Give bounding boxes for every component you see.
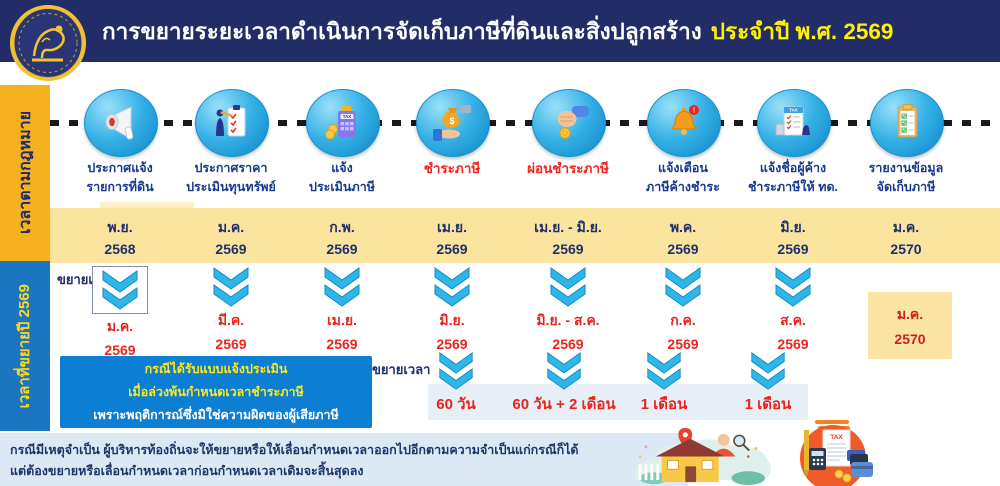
tax-report-icon	[897, 104, 918, 138]
step-label-7: แจ้งชื่อผู้ค้าง ชำระภาษีให้ ทด.	[747, 161, 839, 195]
footer-line-2: แต่ต้องขยายหรือเลื่อนกำหนดเวลาก่อนกำหนดเ…	[10, 464, 364, 479]
svg-text:$: $	[449, 116, 454, 126]
chevron-down-icon	[439, 351, 473, 390]
step-circle-2	[195, 89, 269, 157]
installment-payment-icon	[557, 106, 589, 139]
extend-time-label-2: ขยายเวลา	[372, 362, 431, 377]
legal-month-8: ม.ค. 2570	[890, 219, 922, 258]
step-label-4: ชำระภาษี	[423, 161, 481, 176]
chevron-down-icon	[213, 267, 249, 307]
page-title-year: ประจำปี พ.ศ. 2569	[710, 19, 894, 44]
chevron-down-icon	[547, 351, 581, 390]
sidebar-extended-time: เวลาที่ขยายปี 2569	[0, 261, 50, 431]
step-circle-8	[870, 89, 944, 157]
chevron-down-icon	[102, 270, 138, 310]
page-title-text: การขยายระยะเวลาดำเนินการจัดเก็บภาษีที่ดิ…	[102, 19, 702, 44]
step-circle-3: TAX	[306, 89, 380, 157]
legal-month-6: พ.ค. 2569	[667, 219, 699, 258]
extended-month-5: มิ.ย. - ส.ค. 2569	[503, 266, 633, 352]
survey-checklist-icon	[216, 105, 246, 137]
duration-3: 1 เดือน	[640, 396, 688, 413]
page-title: การขยายระยะเวลาดำเนินการจัดเก็บภาษีที่ดิ…	[102, 13, 893, 49]
extended-month-1: ม.ค. 2569	[55, 266, 185, 358]
sidebar-legal-time: เวลาตามกฎหมาย	[0, 85, 50, 261]
first-column-highlight	[100, 202, 194, 212]
duration-4: 1 เดือน	[744, 396, 792, 413]
legal-month-4: เม.ย. 2569	[436, 219, 468, 258]
extended-month-3: เม.ย. 2569	[277, 266, 407, 352]
footer-line-1: กรณีมีเหตุจำเป็น ผู้บริหารท้องถิ่นจะให้ข…	[10, 443, 579, 457]
overdue-alert-bell-icon: !	[671, 105, 699, 135]
step-circle-5	[532, 89, 606, 157]
step-label-8: รายงานข้อมูล จัดเก็บภาษี	[868, 161, 944, 195]
debtor-list-icon: TAX	[775, 106, 810, 136]
svg-text:TAX: TAX	[830, 434, 843, 441]
duration-band	[428, 384, 808, 420]
step-label-2: ประกาศราคา ประเมินทุนทรัพย์	[186, 161, 276, 195]
legal-month-1: พ.ย. 2568	[104, 219, 136, 258]
timeline-dotted-line	[50, 120, 1000, 126]
step-circle-6: !	[647, 89, 721, 157]
chevron-down-icon	[434, 267, 470, 307]
sidebar-extended-label: เวลาที่ขยายปี 2569	[16, 283, 33, 409]
megaphone-icon	[105, 106, 134, 140]
chevron-down-icon	[751, 351, 785, 390]
extended-month-4: มิ.ย. 2569	[387, 266, 517, 352]
extended-month-2: มี.ค. 2569	[166, 266, 296, 352]
step-circle-4: $	[416, 89, 490, 157]
government-seal-logo	[10, 5, 86, 81]
pay-tax-icon: $	[433, 105, 471, 141]
tax-assessment-icon: TAX	[325, 106, 356, 140]
chevron-down-icon	[550, 267, 586, 307]
extended-month-7: ส.ค. 2569	[728, 266, 858, 352]
svg-text:!: !	[693, 106, 696, 115]
extended-month-6: ก.ค. 2569	[618, 266, 748, 352]
legal-month-7: มิ.ย. 2569	[777, 219, 809, 258]
header-bar: การขยายระยะเวลาดำเนินการจัดเก็บภาษีที่ดิ…	[0, 0, 1000, 62]
step-circle-7: TAX	[757, 89, 831, 157]
chevron-down-icon	[665, 267, 701, 307]
legal-month-3: ก.พ. 2569	[326, 219, 358, 258]
tax-documents-illustration: TAX	[800, 420, 873, 486]
step-label-5: ผ่อนชำระภาษี	[527, 161, 609, 176]
info-line-1: กรณีได้รับแบบแจ้งประเมิน	[144, 362, 288, 376]
step-label-6: แจ้งเตือน ภาษีค้างชำระ	[646, 161, 720, 195]
svg-text:TAX: TAX	[789, 108, 798, 113]
duration-2: 60 วัน + 2 เดือน	[512, 396, 616, 413]
svg-text:TAX: TAX	[343, 114, 352, 119]
duration-1: 60 วัน	[436, 396, 476, 413]
legal-month-5: เม.ย. - มิ.ย. 2569	[534, 219, 602, 258]
legal-month-2: ม.ค. 2569	[215, 219, 247, 258]
legal-months-band	[50, 208, 1000, 263]
step-label-3: แจ้ง ประเมินภาษี	[309, 161, 375, 195]
chevron-down-icon	[647, 351, 681, 390]
step-label-1: ประกาศแจ้ง รายการที่ดิน	[86, 161, 154, 195]
step-circle-1	[84, 89, 158, 157]
footer-note: กรณีมีเหตุจำเป็น ผู้บริหารท้องถิ่นจะให้ข…	[0, 433, 688, 486]
chevron-down-icon	[775, 267, 811, 307]
current-step-highlight-box	[92, 266, 148, 314]
chevron-down-icon	[324, 267, 360, 307]
assessment-notice-info-box: กรณีได้รับแบบแจ้งประเมิน เมื่อล่วงพ้นกำห…	[60, 356, 372, 428]
info-line-3: เพราะพฤติการณ์ซึ่งมิใช่ความผิดของผู้เสีย…	[93, 408, 339, 422]
extended-month-8-box: ม.ค. 2570	[868, 292, 952, 359]
house-inspection-illustration	[634, 427, 772, 486]
info-line-2: เมื่อล่วงพ้นกำหนดเวลาชำระภาษี	[128, 385, 304, 399]
sidebar-legal-label: เวลาตามกฎหมาย	[16, 111, 34, 235]
